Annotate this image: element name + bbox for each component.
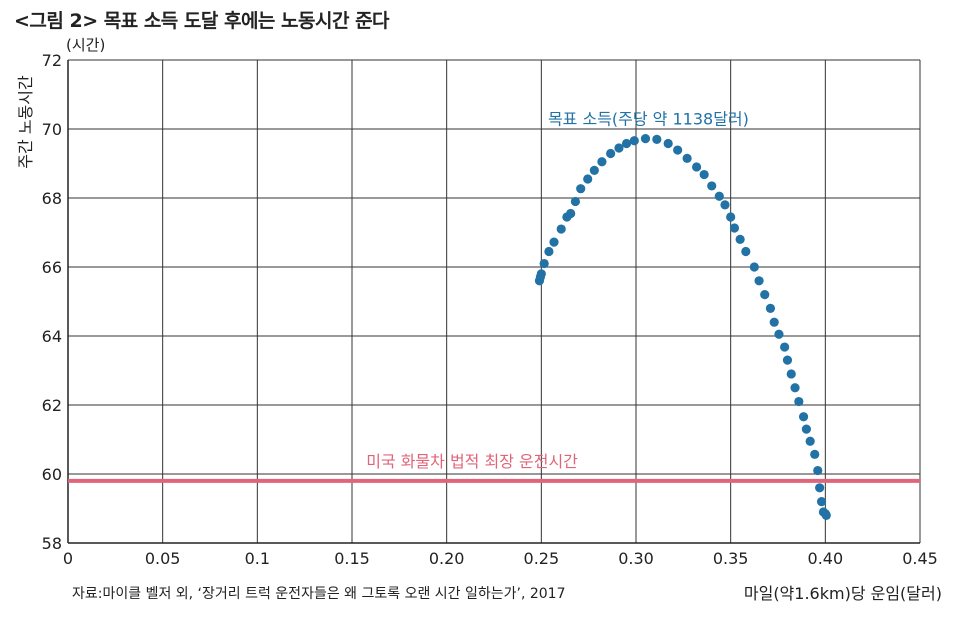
data-point [782, 355, 793, 365]
x-tick-label: 0.1 [245, 549, 270, 568]
x-tick-label: 0.20 [429, 549, 465, 568]
data-point [576, 184, 586, 194]
x-tick-label: 0.15 [334, 549, 370, 568]
data-point [821, 510, 831, 520]
x-tick-label: 0.30 [618, 549, 654, 568]
data-point [813, 465, 823, 476]
data-point [786, 369, 796, 379]
y-tick-label: 72 [42, 51, 62, 70]
data-point [810, 449, 820, 459]
y-tick-label: 60 [42, 465, 62, 484]
y-tick-label: 64 [42, 327, 62, 346]
data-point [780, 342, 790, 352]
data-point [663, 138, 673, 149]
data-point [629, 136, 639, 146]
data-point [735, 234, 745, 244]
data-point [760, 290, 770, 300]
data-point [805, 436, 815, 446]
data-point [741, 246, 751, 257]
data-point [765, 303, 776, 313]
y-tick-label: 68 [42, 189, 62, 208]
x-tick-label: 0.40 [808, 549, 844, 568]
data-point [570, 196, 581, 207]
series-label: 목표 소득(주당 약 1138달러) [548, 110, 749, 129]
data-point [720, 200, 730, 210]
data-point [640, 134, 651, 144]
data-point [539, 258, 549, 269]
data-point [707, 181, 717, 191]
data-point [566, 208, 576, 219]
data-point [790, 383, 800, 393]
data-point [729, 223, 740, 233]
y-tick-label: 58 [42, 534, 62, 553]
x-axis-label: 마일(약1.6km)당 운임(달러) [743, 584, 942, 603]
data-point [536, 269, 546, 279]
y-axis-unit: (시간) [66, 36, 106, 54]
x-tick-label: 0.35 [713, 549, 749, 568]
data-point [606, 148, 616, 159]
data-point [691, 162, 702, 172]
data-point [544, 246, 554, 257]
data-point [621, 138, 632, 149]
data-point [583, 174, 593, 184]
data-point [769, 317, 779, 327]
data-point [774, 329, 784, 339]
data-point [749, 262, 759, 272]
data-point [714, 191, 724, 201]
data-point [556, 224, 566, 234]
reference-line-label: 미국 화물차 법적 최장 운전시간 [366, 452, 578, 471]
x-tick-label: 0.25 [524, 549, 560, 568]
data-point [699, 169, 709, 180]
y-tick-label: 70 [42, 120, 62, 139]
data-point [682, 153, 692, 163]
data-point [726, 212, 736, 222]
x-tick-label: 0 [63, 549, 73, 568]
data-point [801, 424, 812, 434]
data-point [673, 145, 683, 155]
data-point [589, 165, 599, 175]
data-point [815, 483, 825, 493]
data-point [794, 396, 804, 407]
x-tick-label: 0.05 [145, 549, 181, 568]
y-tick-label: 66 [42, 258, 62, 277]
data-point [549, 237, 559, 247]
data-point [798, 412, 809, 422]
data-point [614, 143, 624, 153]
chart-title: <그림 2> 목표 소득 도달 후에는 노동시간 준다 [14, 10, 390, 32]
x-tick-label: 0.45 [902, 549, 938, 568]
data-point [816, 497, 827, 507]
data-point [754, 276, 764, 286]
y-tick-label: 62 [42, 396, 62, 415]
data-point [652, 134, 662, 144]
source-note: 자료:마이클 벨저 외, ‘장거리 트럭 운전자들은 왜 그토록 오랜 시간 일… [72, 586, 566, 602]
data-point [597, 157, 607, 167]
